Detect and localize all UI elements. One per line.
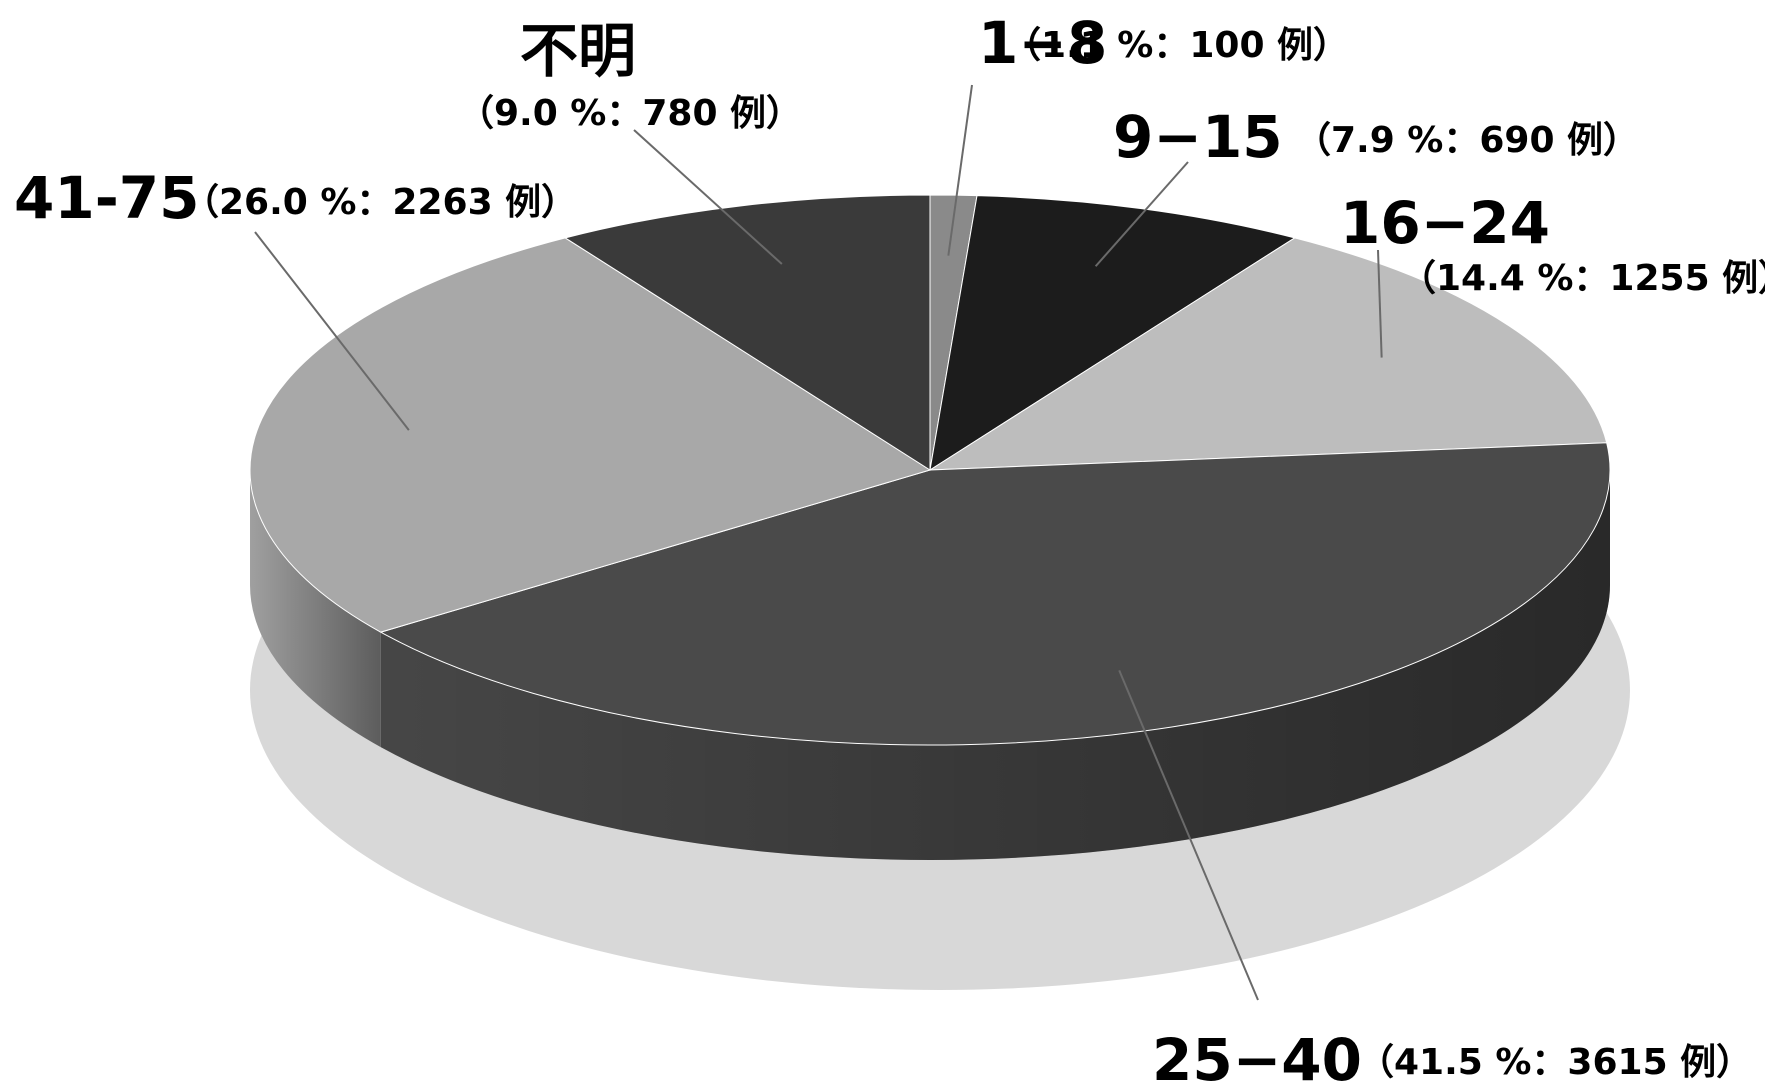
slice-unknown: [564, 194, 931, 471]
slice-9-15: [929, 195, 1296, 472]
slice-25-40-leader: [1118, 669, 1259, 1001]
detail-41-75: （26.0 %：2263 例）: [183, 182, 577, 223]
detail-16-24: （14.4 %：1255 例）: [1400, 258, 1765, 299]
slice-unknown-leader: [633, 129, 783, 265]
detail-1-8: （1.1 %：100 例）: [1005, 25, 1349, 66]
pie-tops: [249, 194, 1611, 746]
detail-25-40: （41.5 %：3615 例）: [1358, 1042, 1752, 1083]
label-unknown: 不明: [520, 17, 636, 85]
slice-41-75-side-shade: [250, 470, 381, 748]
slice-9-15-leader: [1094, 161, 1189, 267]
label-9-15: 9−15: [1113, 103, 1283, 171]
slice-25-40-side-shade: [380, 470, 1610, 861]
detail-9-15: （7.9 %：690 例）: [1295, 120, 1639, 161]
slice-41-75-leader: [254, 231, 410, 431]
slice-25-40: [379, 442, 1611, 746]
slice-41-75: [249, 237, 932, 633]
label-16-24: 16−24: [1340, 189, 1550, 257]
label-41-75: 41-75: [14, 164, 200, 232]
detail-unknown: （9.0 %：780 例）: [458, 93, 802, 134]
leader-lines: [254, 84, 1383, 1001]
label-25-40: 25−40: [1152, 1026, 1362, 1086]
slice-1-8-leader: [947, 84, 973, 256]
slice-16-24-leader: [1377, 249, 1383, 358]
slice-16-24: [928, 237, 1608, 471]
pie-sides: [250, 470, 1610, 861]
label-1-8: 1−8: [978, 9, 1107, 77]
